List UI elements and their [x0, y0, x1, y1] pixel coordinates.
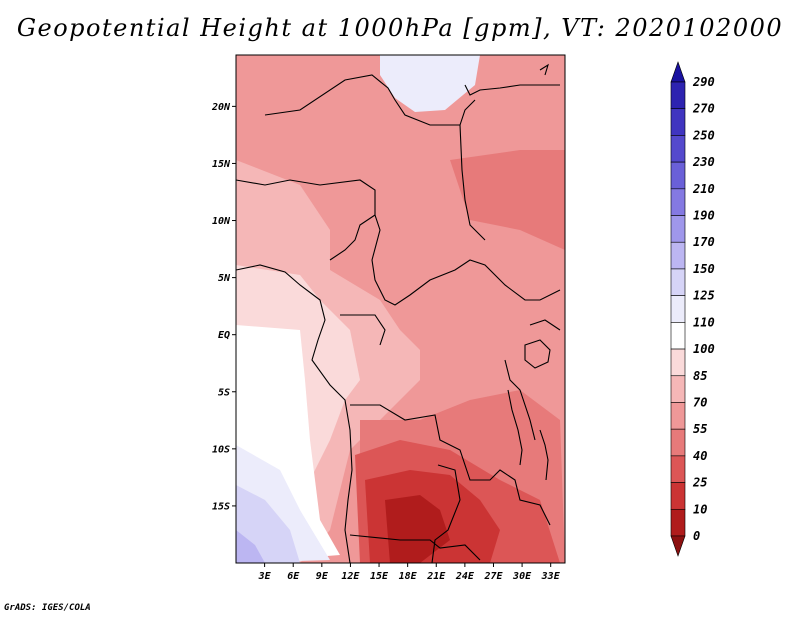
colorbar-label: 170	[693, 235, 715, 249]
colorbar-boxes	[670, 61, 686, 557]
colorbar-box	[670, 428, 686, 457]
lon-tick-label: 27E	[483, 571, 503, 582]
lat-tick-label: 20N	[211, 102, 231, 113]
lat-tick-label: 15N	[212, 159, 231, 170]
colorbar-box	[670, 402, 686, 430]
lake-tanganyika	[507, 389, 523, 466]
colorbar-label: 125	[693, 289, 715, 303]
border	[431, 464, 461, 563]
colorbar-box	[670, 535, 686, 557]
lon-tick-label: 18E	[399, 571, 418, 582]
border	[464, 84, 560, 96]
colorbar-label: 150	[693, 262, 715, 276]
colorbar-box	[670, 81, 686, 110]
lat-tick-label: 5N	[218, 273, 231, 284]
colorbar-box	[670, 322, 686, 350]
lon-tick-label: 21E	[426, 571, 446, 582]
colorbar-box	[670, 295, 686, 323]
colorbar-label: 55	[693, 422, 707, 436]
border	[340, 314, 386, 346]
colorbar-box	[670, 61, 686, 83]
colorbar-label: 40	[693, 449, 707, 463]
lon-tick-label: 24E	[455, 571, 475, 582]
border	[504, 359, 536, 441]
latitude-axis: 20N 15N 10N 5N EQ 5S 10S 15S	[211, 102, 236, 512]
lon-tick-label: 3E	[258, 571, 272, 582]
colorbar-box	[670, 188, 686, 216]
coastline	[539, 63, 549, 76]
shaded-field	[236, 55, 565, 563]
colorbar-label: 210	[692, 182, 715, 196]
colorbar-label: 85	[693, 369, 707, 383]
colorbar-box	[670, 215, 686, 243]
colorbar-label: 250	[692, 128, 715, 142]
lat-tick-label: EQ	[218, 330, 230, 341]
figure-title: Geopotential Height at 1000hPa [gpm], VT…	[16, 14, 784, 42]
lat-tick-label: 5S	[218, 387, 230, 398]
colorbar-box	[670, 455, 686, 483]
lon-tick-label: 33E	[541, 571, 561, 582]
field-band-125-north	[380, 55, 480, 112]
lon-tick-label: 30E	[512, 571, 532, 582]
lon-tick-label: 15E	[370, 571, 389, 582]
colorbar-labels: 2902702502302101901701501251101008570554…	[692, 75, 715, 543]
border	[529, 319, 561, 331]
colorbar-box	[670, 135, 686, 163]
colorbar-box	[670, 375, 686, 403]
colorbar-box	[670, 482, 686, 510]
colorbar-box	[670, 348, 686, 377]
colorbar-box	[670, 508, 686, 537]
lat-tick-label: 10S	[212, 444, 230, 455]
colorbar-label: 230	[692, 155, 715, 169]
colorbar-label: 0	[693, 529, 700, 543]
border	[350, 404, 551, 526]
grads-credit: GrADS: IGES/COLA	[4, 603, 91, 613]
colorbar-label: 100	[693, 342, 715, 356]
lat-tick-label: 15S	[212, 501, 230, 512]
field-band-170	[236, 530, 265, 563]
coastlines-and-borders	[236, 63, 561, 563]
lat-tick-label: 10N	[212, 216, 231, 227]
colorbar-label: 270	[692, 102, 715, 116]
colorbar-label: 290	[692, 75, 715, 89]
longitude-axis: 3E 6E 9E 12E 15E 18E 21E 24E 27E 30E 33E	[258, 563, 561, 582]
colorbar-box	[670, 241, 686, 270]
lon-tick-label: 9E	[316, 571, 329, 582]
colorbar-label: 70	[693, 395, 707, 409]
colorbar-label: 110	[693, 315, 715, 329]
colorbar-label: 25	[692, 476, 707, 490]
map-frame	[235, 54, 566, 564]
border	[329, 214, 376, 261]
colorbar-box	[670, 108, 686, 136]
border	[236, 179, 561, 306]
colorbar-box	[670, 161, 686, 190]
lon-tick-label: 6E	[287, 571, 300, 582]
coastline	[236, 264, 353, 563]
colorbar-box	[670, 268, 686, 296]
colorbar-label: 190	[693, 209, 715, 223]
lake-victoria	[524, 339, 551, 369]
colorbar-label: 10	[693, 502, 707, 516]
border	[459, 99, 476, 126]
lon-tick-label: 12E	[341, 571, 360, 582]
border	[264, 74, 486, 241]
lake-malawi	[539, 429, 549, 481]
